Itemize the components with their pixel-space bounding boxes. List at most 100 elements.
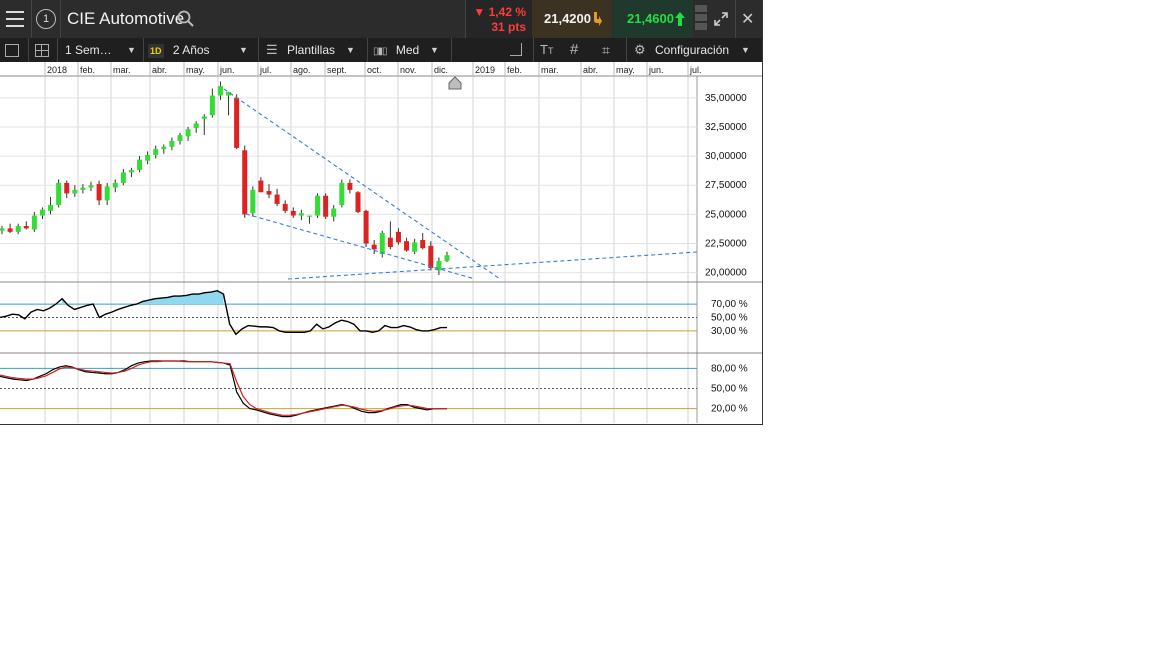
text-size-icon[interactable]: TT — [540, 42, 554, 57]
list-view-icon[interactable] — [5, 38, 21, 62]
x-tick-label: dic. — [434, 65, 448, 75]
close-icon[interactable]: ✕ — [741, 11, 755, 28]
candle-body — [169, 140, 175, 147]
candle-body — [226, 91, 232, 96]
y-tick-label: 50,00 % — [711, 384, 748, 395]
interval-badge: 1D — [148, 43, 164, 58]
stoch-d-line — [0, 360, 447, 416]
indicators-icon[interactable] — [510, 38, 526, 62]
candle-body — [331, 208, 337, 217]
y-tick-label: 35,00000 — [705, 93, 747, 104]
candle — [0, 226, 5, 235]
candle — [120, 168, 126, 186]
price-type-label: Med — [395, 43, 420, 57]
trendline[interactable] — [245, 213, 476, 280]
candle-body — [428, 245, 434, 269]
x-tick-label: mar. — [113, 65, 131, 75]
change-box: ▼ 1,42 % 31 pts — [465, 0, 532, 38]
rsi-line — [0, 289, 447, 336]
candle-body — [153, 149, 159, 155]
candle-body — [96, 184, 102, 201]
interval-select[interactable]: 1 Sem… ▼ — [65, 38, 137, 62]
candle — [39, 207, 45, 220]
grid-icon[interactable]: # — [570, 41, 579, 58]
candle — [64, 180, 70, 199]
candle-body — [39, 209, 45, 216]
y-tick-label: 30,00000 — [705, 151, 747, 162]
candle-body — [201, 116, 207, 119]
candle — [226, 91, 232, 116]
candle — [444, 251, 450, 263]
candle — [347, 179, 353, 194]
candle-body — [363, 210, 369, 244]
range-select[interactable]: 1D 2 Años ▼ — [148, 38, 252, 62]
candle — [56, 179, 62, 208]
x-tick-label: may. — [186, 65, 205, 75]
candle — [420, 233, 426, 250]
search-icon[interactable] — [177, 10, 195, 28]
candle-body — [234, 97, 240, 148]
candles-icon: ▯▮▯ — [373, 46, 387, 57]
candle — [428, 241, 434, 271]
candle-body — [323, 195, 329, 217]
candle — [31, 212, 37, 232]
drawing-tools-icon[interactable]: ⌗ — [602, 42, 610, 58]
y-tick-label: 22,50000 — [705, 239, 747, 250]
candle-body — [88, 185, 94, 188]
trendline[interactable] — [287, 251, 698, 280]
x-tick-label: 2018 — [47, 65, 67, 75]
current-date-marker[interactable] — [448, 76, 462, 90]
candle — [128, 167, 134, 178]
trendline[interactable] — [223, 88, 501, 280]
price-type-select[interactable]: ▯▮▯ Med ▼ — [373, 38, 449, 62]
candle-body — [56, 182, 62, 206]
chevron-down-icon: ▼ — [239, 45, 248, 55]
hamburger-menu-icon[interactable] — [6, 11, 24, 27]
candle — [169, 137, 175, 151]
change-points: 31 pts — [491, 20, 526, 34]
ask-price: 21,4600 — [627, 11, 674, 26]
candle-body — [306, 215, 312, 217]
sliders-icon: ☰ — [266, 42, 278, 57]
candle-body — [282, 203, 288, 211]
candle — [339, 179, 345, 208]
candle — [315, 193, 321, 218]
chart-area[interactable]: 2018 feb. mar. abr. may. jun. jul. ago. sept. oct… — [0, 62, 762, 424]
depth-bars-icon[interactable] — [695, 5, 707, 33]
bid-button[interactable]: 21,4200 — [532, 0, 612, 38]
settings-select[interactable]: ⚙ Configuración ▼ — [634, 38, 758, 62]
y-tick-label: 25,00000 — [705, 209, 747, 220]
y-tick-label: 80,00 % — [711, 363, 748, 374]
candle-body — [444, 255, 450, 262]
candle-body — [177, 135, 183, 141]
y-tick-label: 30,00 % — [711, 326, 748, 337]
chart-toolbar: 1 Sem… ▼ 1D 2 Años ▼ ☰ Plantillas ▼ ▯▮▯ … — [0, 38, 762, 62]
templates-select[interactable]: ☰ Plantillas ▼ — [266, 38, 366, 62]
candle-body — [258, 180, 264, 193]
candle — [412, 238, 418, 255]
expand-icon[interactable] — [713, 11, 729, 27]
candle-body — [31, 215, 37, 230]
candle — [290, 207, 296, 218]
info-icon[interactable]: 1 — [36, 9, 56, 29]
candle — [331, 205, 337, 222]
instrument-title[interactable]: CIE Automotive — [67, 9, 185, 28]
bid-price: 21,4200 — [544, 11, 591, 26]
candle — [193, 121, 199, 133]
candle-body — [371, 244, 377, 250]
chart-widget: 1 CIE Automotive ▼ 1,42 % 31 pts 21,4200… — [0, 0, 763, 425]
candle-body — [412, 242, 418, 252]
candle — [395, 228, 401, 245]
y-tick-label: 70,00 % — [711, 299, 748, 310]
y-tick-label: 20,00000 — [705, 268, 747, 279]
layout-icon[interactable] — [35, 38, 51, 62]
chevron-down-icon: ▼ — [346, 45, 355, 55]
ask-button[interactable]: 21,4600 — [613, 0, 693, 38]
candle — [145, 151, 151, 165]
arrow-down-icon — [594, 12, 602, 26]
x-tick-label: feb. — [80, 65, 95, 75]
candle — [266, 184, 272, 199]
candle-body — [404, 241, 410, 251]
candle — [48, 196, 54, 215]
candle — [371, 240, 377, 255]
